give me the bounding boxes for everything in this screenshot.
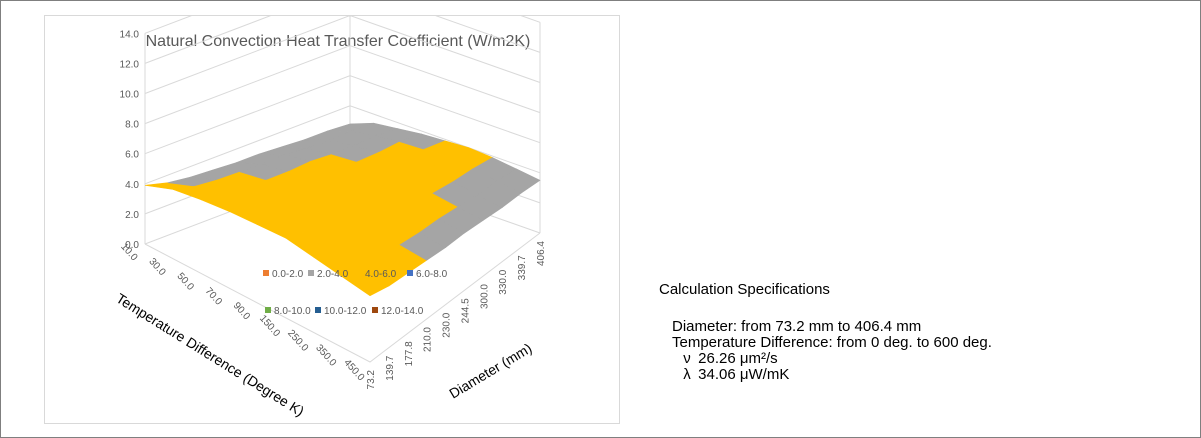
legend-label: 4.0-6.0	[365, 269, 397, 280]
gridline	[144, 16, 541, 64]
z-tick-label: 12.0	[120, 59, 140, 70]
specs-temperature: Temperature Difference: from 0 deg. to 6…	[672, 334, 992, 351]
z-tick-label: 14.0	[120, 29, 140, 40]
surface-plot	[144, 122, 541, 297]
gridline	[144, 45, 541, 125]
diameter-tick-label: 339.7	[517, 255, 528, 280]
legend-swatch	[308, 270, 314, 276]
diameter-tick-label: 406.4	[536, 241, 547, 266]
temperature-tick-label: 90.0	[231, 300, 252, 322]
legend-label: 6.0-8.0	[416, 269, 448, 280]
temperature-tick-label: 50.0	[175, 271, 196, 293]
diameter-tick-label: 177.8	[404, 341, 415, 366]
temperature-tick-label: 250.0	[285, 328, 310, 354]
diameter-tick-label: 330.0	[498, 269, 509, 294]
legend-swatch	[265, 307, 271, 313]
temperature-tick-label: 350.0	[313, 343, 338, 369]
z-tick-label: 6.0	[125, 150, 139, 161]
z-axis-ticks: 0.0 2.0 4.0 6.0 8.0 10.0 12.0 14.0	[120, 29, 140, 251]
diameter-tick-label: 300.0	[479, 284, 490, 309]
lambda-value: 34.06 μW/mK	[698, 366, 790, 383]
specs-title: Calculation Specifications	[659, 281, 830, 298]
z-tick-label: 4.0	[125, 180, 139, 191]
temperature-tick-label: 150.0	[257, 313, 282, 339]
diameter-axis-title: Diameter (mm)	[446, 340, 534, 402]
calculation-specifications: Calculation Specifications Diameter: fro…	[659, 282, 1179, 383]
legend-label: 12.0-14.0	[381, 306, 424, 317]
z-tick-label: 0.0	[125, 240, 139, 251]
specs-nu: ν 26.26 μm²/s	[672, 351, 1179, 367]
legend-label: 10.0-12.0	[324, 306, 367, 317]
z-tick-label: 2.0	[125, 210, 139, 221]
diameter-tick-label: 210.0	[423, 327, 434, 352]
diameter-tick-label: 139.7	[385, 355, 396, 380]
specs-diameter: Diameter: from 73.2 mm to 406.4 mm	[672, 318, 922, 335]
chart-area: Natural Convection Heat Transfer Coeffic…	[44, 15, 620, 424]
gridline	[144, 16, 541, 94]
chart-title: Natural Convection Heat Transfer Coeffic…	[146, 33, 531, 50]
legend-label: 2.0-4.0	[317, 269, 349, 280]
lambda-symbol: λ	[683, 366, 691, 383]
temperature-tick-label: 450.0	[341, 357, 366, 383]
floor-edge	[144, 232, 541, 363]
legend-label: 0.0-2.0	[272, 269, 304, 280]
temperature-tick-label: 30.0	[146, 256, 167, 278]
diameter-tick-label: 230.0	[442, 312, 453, 337]
surface-chart: Natural Convection Heat Transfer Coeffic…	[113, 16, 547, 419]
legend-swatch	[372, 307, 378, 313]
legend-swatch	[315, 307, 321, 313]
z-tick-label: 8.0	[125, 120, 139, 131]
legend-swatch	[263, 270, 269, 276]
diameter-tick-label: 244.5	[460, 298, 471, 323]
legend-swatch	[356, 270, 362, 276]
specs-lambda: λ 34.06 μW/mK	[672, 367, 1179, 383]
nu-symbol: ν	[683, 350, 691, 367]
legend-label: 8.0-10.0	[274, 306, 311, 317]
diameter-axis-ticks: 73.2 139.7 177.8 210.0 230.0 244.5 300.0 330.0 3…	[366, 241, 547, 390]
nu-value: 26.26 μm²/s	[698, 350, 778, 367]
surface-patch	[496, 168, 541, 194]
diameter-tick-label: 73.2	[366, 370, 377, 390]
legend-swatch	[407, 270, 413, 276]
temperature-tick-label: 70.0	[203, 286, 224, 308]
legend: 0.0-2.0 2.0-4.0 4.0-6.0 6.0-8.0 8.0-10.0 10.0…	[263, 269, 448, 317]
z-tick-label: 10.0	[120, 90, 140, 101]
